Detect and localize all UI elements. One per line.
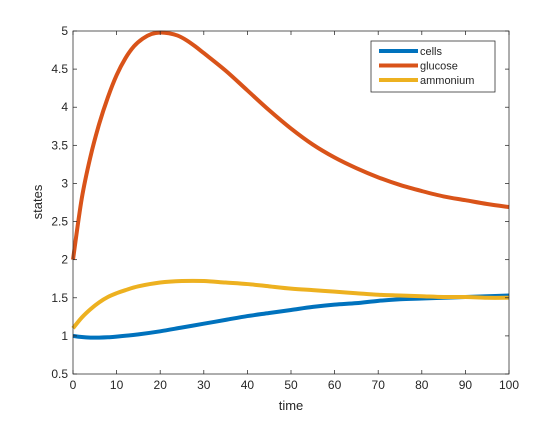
y-tick-label: 2.5 [51,215,68,229]
series-line-glucose [71,30,510,260]
x-tick-label: 80 [415,378,429,392]
legend-label-ammonium: ammonium [420,75,474,87]
series-line-cells [72,293,510,340]
y-tick-label: 2 [61,253,68,267]
x-tick-label: 0 [70,378,77,392]
y-tick-label: 4.5 [51,62,68,76]
tick-layer: 0 10 20 30 40 50 60 70 80 90 100 0.5 1 1.5 2 2.5 3 3.5 4 4.… [51,24,519,392]
series-layer [71,30,510,340]
x-tick-label: 30 [197,378,211,392]
y-tick-label: 3.5 [51,138,68,152]
y-tick-label: 3 [61,176,68,190]
y-tick-label: 0.5 [51,367,68,381]
y-tick-label: 5 [61,24,68,38]
legend-label-glucose: glucose [420,61,458,73]
x-tick-label: 60 [328,378,342,392]
y-tick-label: 1.5 [51,291,68,305]
x-tick-label: 20 [154,378,168,392]
x-tick-label: 90 [459,378,473,392]
y-tick-label: 1 [61,329,68,343]
legend: cells glucose ammonium [370,40,496,93]
x-tick-label: 100 [499,378,519,392]
x-axis-label: time [279,398,304,413]
x-tick-label: 40 [241,378,255,392]
y-tick-label: 4 [61,100,68,114]
x-tick-label: 50 [284,378,298,392]
x-tick-label: 70 [372,378,386,392]
legend-label-cells: cells [420,46,443,58]
y-axis-label: states [30,184,45,219]
x-tick-label: 10 [110,378,124,392]
series-line-ammonium [71,278,510,330]
